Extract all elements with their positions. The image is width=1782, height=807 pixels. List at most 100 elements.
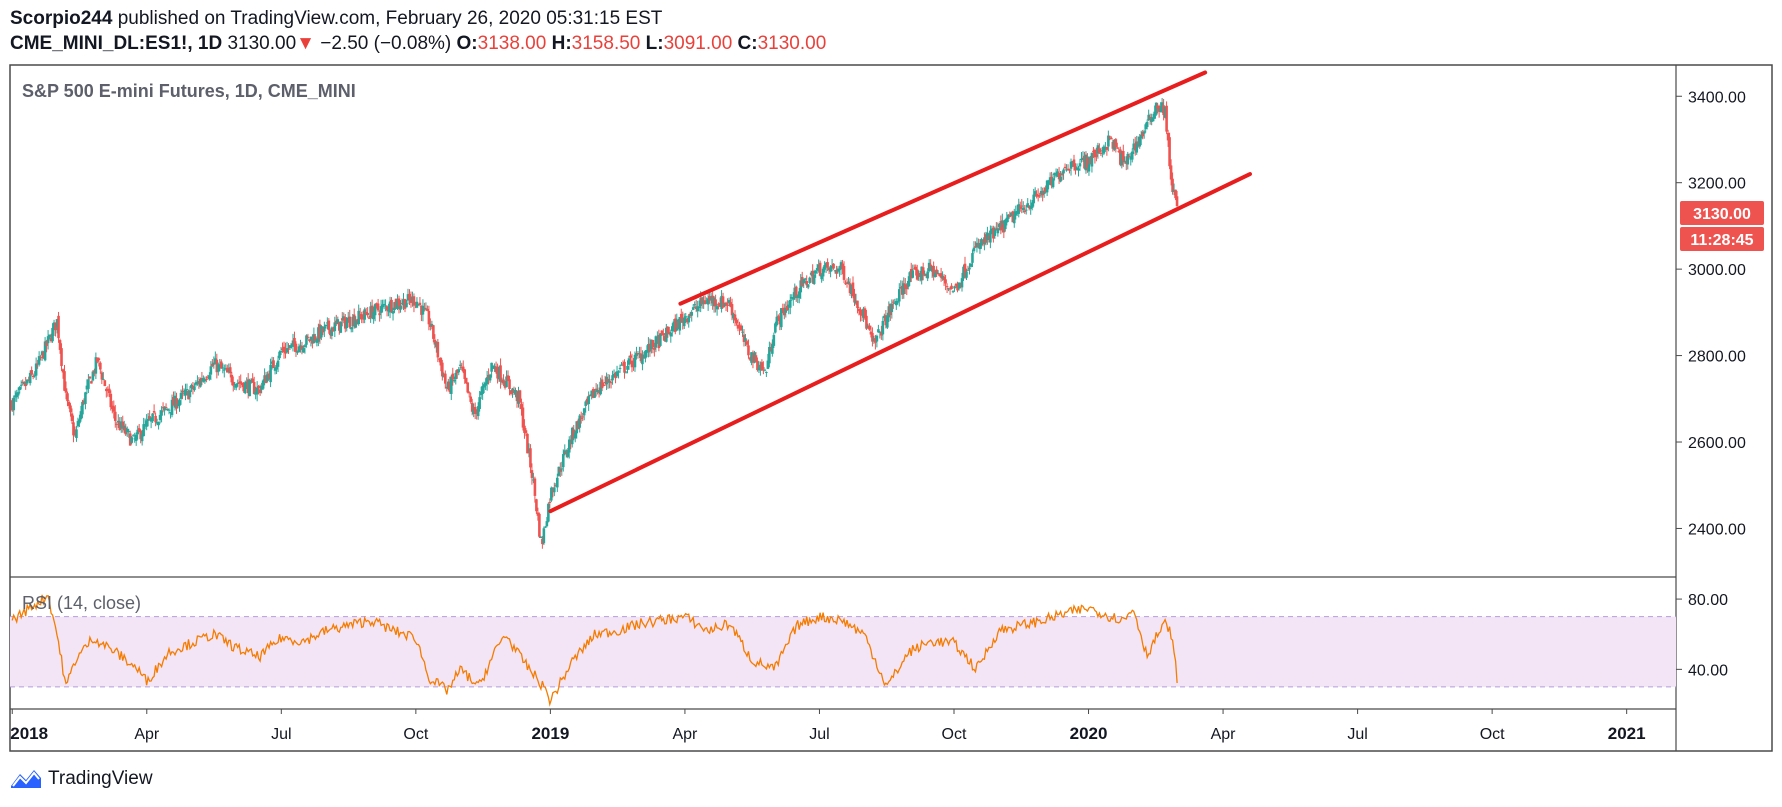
candle-body [258,389,262,393]
candle-body [148,416,151,420]
candle-body [481,385,484,394]
candle-body [266,374,269,381]
candle-body [136,429,139,435]
candle-body [960,278,964,288]
candle-body [1030,202,1034,208]
author-name[interactable]: Scorpio244 [10,8,113,29]
candle-body [221,367,225,369]
candle-body [254,392,257,395]
candle-body [48,334,51,338]
rsi-title: RSI (14, close) [22,593,141,613]
price-tick-label: 3000.00 [1688,262,1746,279]
time-axis[interactable]: 2018 Apr Jul Oct 2019 Apr Jul Oct 2020 Apr Jul Oct 2… [10,709,1646,743]
candle-body [323,326,326,332]
candle-body [1096,145,1100,154]
candle-body [340,318,344,321]
candle-body [105,388,108,392]
candle-body [826,262,829,268]
candle-body [18,386,22,391]
published-text: published on TradingView.com, February 2… [112,8,663,29]
candle-body [981,239,985,243]
candle-body [220,361,223,369]
candle-body [756,360,759,371]
candle-body [113,411,117,421]
candle-body [739,325,743,331]
candle-body [944,279,947,284]
price-tick-label: 3400.00 [1688,89,1746,106]
candle-body [845,282,849,285]
countdown-badge-text: 11:28:45 [1690,232,1753,249]
candle-body [163,406,166,411]
publish-line: Scorpio244 published on TradingView.com,… [10,8,662,30]
candle-body [515,392,519,402]
candle-body [715,306,719,310]
candle-body [995,228,998,230]
candle-body [1087,157,1091,172]
candle-body [69,405,72,413]
candle-body [1130,151,1134,160]
candle-body [874,338,877,343]
candle-body [364,311,368,314]
candle-body [556,477,559,488]
channel-lower-trendline[interactable] [548,172,1252,514]
candle-body [246,379,250,394]
candle-body [478,397,481,409]
candle-body [638,353,641,355]
candle-body [420,305,423,315]
candle-body [130,437,134,443]
candle-body [785,305,789,311]
candle-body [932,265,935,277]
candle-body [412,296,416,306]
candle-body [890,303,894,313]
candle-body [497,366,501,380]
candle-body [744,338,747,341]
candle-body [21,381,24,383]
candle-body [388,301,392,313]
candle-body [397,298,401,307]
candle-body [730,304,734,316]
candle-body [600,379,604,389]
candle-body [666,326,670,333]
candle-body [1102,146,1106,154]
candle-body [948,288,952,290]
candle-body [187,390,190,400]
candle-body [261,380,265,389]
tradingview-brand[interactable]: TradingView [10,768,153,790]
candle-body [166,408,169,411]
candle-body [1057,172,1061,180]
candle-body [184,389,187,396]
candle-body [479,391,483,396]
time-tick-label: Oct [1480,726,1505,743]
candle-body [803,278,807,280]
candle-body [660,330,664,334]
candle-body [28,372,32,384]
candle-body [854,300,858,304]
candle-body [215,359,219,373]
candle-body [1066,168,1070,170]
candle-body [1004,219,1007,230]
candle-body [175,397,178,409]
candle-body [1153,111,1156,119]
price-axis[interactable]: 2400.00 2600.00 2800.00 3000.00 3200.00 3400.… [1676,89,1746,538]
candle-body [742,334,746,343]
candle-body [1119,149,1122,165]
candle-body [444,373,447,384]
candle-body [717,304,720,306]
channel-upper-trendline[interactable] [678,70,1208,306]
candle-body [942,276,946,281]
candle-body [236,382,240,384]
candle-body [584,401,587,406]
candle-body [40,351,44,356]
candle-body [1168,137,1171,167]
high-value: 3158.50 [571,33,641,54]
candle-body [1116,147,1119,149]
candle-body [143,424,147,426]
rsi-axis[interactable]: 40.00 80.00 [1676,592,1728,679]
candle-body [1005,217,1009,223]
price-tick-label: 2400.00 [1688,521,1746,538]
candle-body [623,361,626,373]
candle-body [64,388,68,393]
candle-body [458,364,462,366]
candle-body [799,280,803,293]
